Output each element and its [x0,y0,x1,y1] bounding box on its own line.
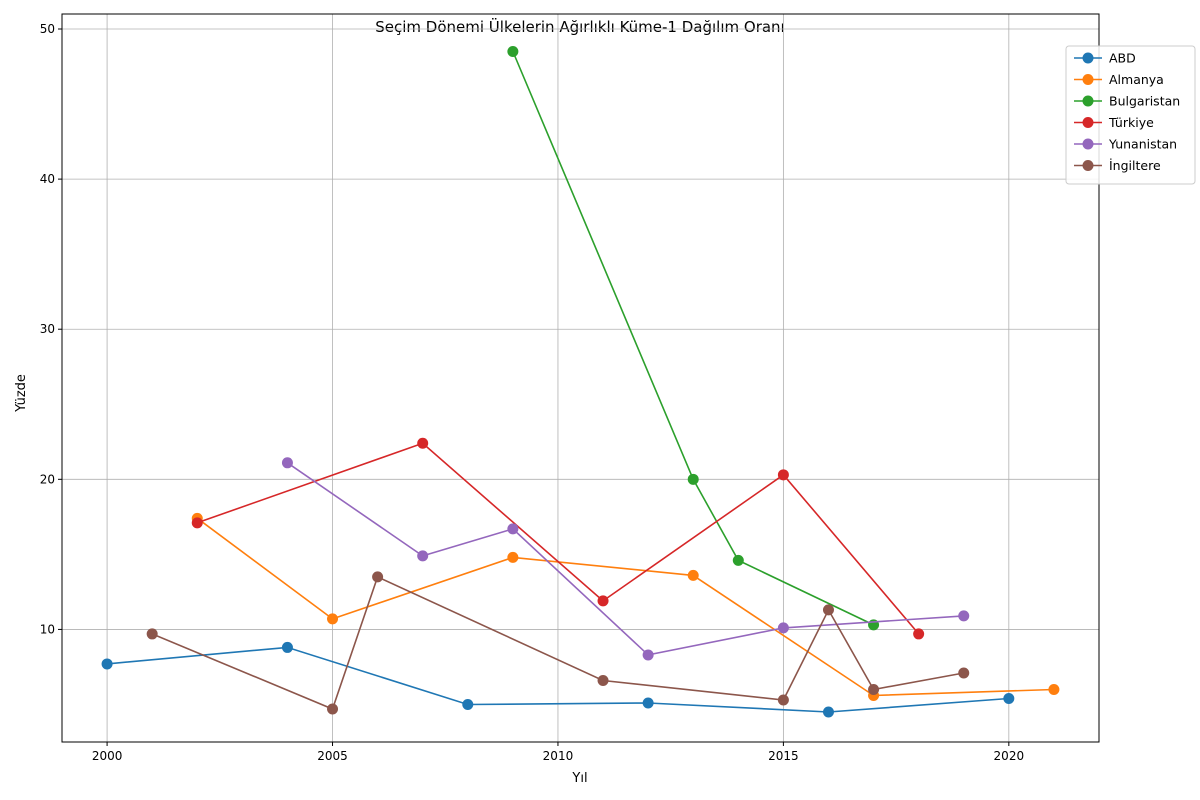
legend-marker [1082,160,1094,171]
y-tick-label: 40 [40,172,55,186]
y-tick-label: 20 [40,472,55,486]
y-tick-label: 10 [40,622,55,636]
data-point [417,437,429,449]
series-line [196,517,1054,697]
x-tick-label: 2010 [543,749,574,763]
legend-item: ABD [1074,51,1136,66]
legend: ABD Almanya Bulgaristan Türkiye Yunanistan İn… [1065,45,1196,185]
plot-frame [61,13,1100,743]
data-point [146,628,158,640]
data-point [597,595,609,607]
data-point [777,694,789,706]
data-point [642,649,654,661]
data-point [327,703,339,715]
x-tick-label: 2020 [994,749,1025,763]
data-point [101,658,113,670]
legend-marker [1082,117,1094,128]
data-point [327,613,339,625]
series-line [286,462,964,656]
data-point [913,628,925,640]
x-tick-label: 2015 [768,749,799,763]
data-point [417,550,429,562]
x-tick-label: 2005 [317,749,348,763]
series-6 [146,571,970,715]
data-point [597,674,609,686]
legend-label: ABD [1109,51,1136,66]
data-point [191,517,203,529]
legend-label: İngiltere [1109,158,1161,173]
data-point [507,551,519,563]
y-tick-label: 50 [40,22,55,36]
legend-item: Türkiye [1074,115,1154,130]
data-point [958,610,970,622]
y-tick-label: 30 [40,322,55,336]
legend-marker [1082,52,1094,64]
data-point [507,46,519,58]
data-point [1048,683,1060,695]
legend-item: İngiltere [1074,158,1161,173]
data-point [868,683,880,695]
data-point [281,457,293,469]
data-point [462,698,474,710]
series-line [512,51,874,626]
series-4 [191,437,925,640]
axis-ticks: 2000 2005 2010 2015 2020 10 20 30 40 50 [40,22,1024,763]
grid [62,14,1099,742]
data-point [372,571,384,583]
data-point [642,697,654,709]
legend-label: Bulgaristan [1109,94,1180,109]
legend-label: Almanya [1109,72,1164,87]
data-point [822,604,834,616]
series-layer [101,46,1060,718]
data-point [732,554,744,566]
series-1 [101,641,1015,718]
legend-item: Yunanistan [1074,137,1177,152]
data-point [777,622,789,634]
chart-title: Seçim Dönemi Ülkelerin Ağırlıklı Küme-1 … [375,17,784,36]
data-point [822,706,834,718]
x-axis-label: Yıl [571,771,587,786]
data-point [507,523,519,535]
series-line [107,646,1009,713]
legend-label: Yunanistan [1108,137,1177,152]
series-line [151,575,964,711]
legend-marker [1082,74,1094,85]
series-3 [507,46,880,631]
legend-marker [1082,138,1094,150]
y-axis-label: Yüzde [14,374,29,413]
legend-marker [1082,95,1094,107]
data-point [687,473,699,485]
legend-item: Almanya [1074,72,1164,87]
series-5 [281,457,970,661]
x-tick-label: 2000 [92,749,123,763]
series-2 [191,512,1060,701]
data-point [777,469,789,481]
data-point [1003,692,1015,704]
data-point [958,667,970,679]
legend-label: Türkiye [1108,115,1154,130]
data-point [687,569,699,581]
data-point [281,641,293,653]
legend-box [1065,45,1196,185]
legend-item: Bulgaristan [1074,94,1180,109]
